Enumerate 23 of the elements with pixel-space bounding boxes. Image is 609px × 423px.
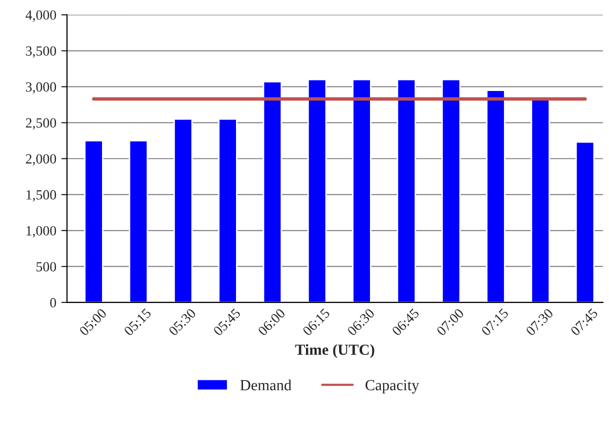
y-tick-label: 1,500 <box>26 190 56 202</box>
bar <box>396 78 416 302</box>
legend-label: Capacity <box>366 380 420 394</box>
y-tick-label: 3,500 <box>26 46 56 58</box>
y-tick-label: 4,000 <box>26 10 56 22</box>
x-axis-title: Time (UTC) <box>295 344 374 358</box>
bar <box>352 78 372 302</box>
bar <box>575 141 595 302</box>
y-tick-label: 500 <box>36 262 56 272</box>
bar <box>173 118 193 302</box>
y-tick-label: 1,000 <box>26 226 56 238</box>
legend-label: Demand <box>240 380 292 390</box>
bar <box>218 118 238 302</box>
bar <box>262 80 282 302</box>
y-tick-label: 2,000 <box>26 154 56 166</box>
bar <box>84 140 104 302</box>
bar <box>128 140 148 302</box>
y-tick-label: 2,500 <box>26 118 56 130</box>
y-tick-label: 3,000 <box>26 82 56 94</box>
bar <box>307 78 327 302</box>
bar <box>441 78 461 302</box>
bar <box>486 90 506 302</box>
y-tick-label: 0 <box>50 298 56 308</box>
